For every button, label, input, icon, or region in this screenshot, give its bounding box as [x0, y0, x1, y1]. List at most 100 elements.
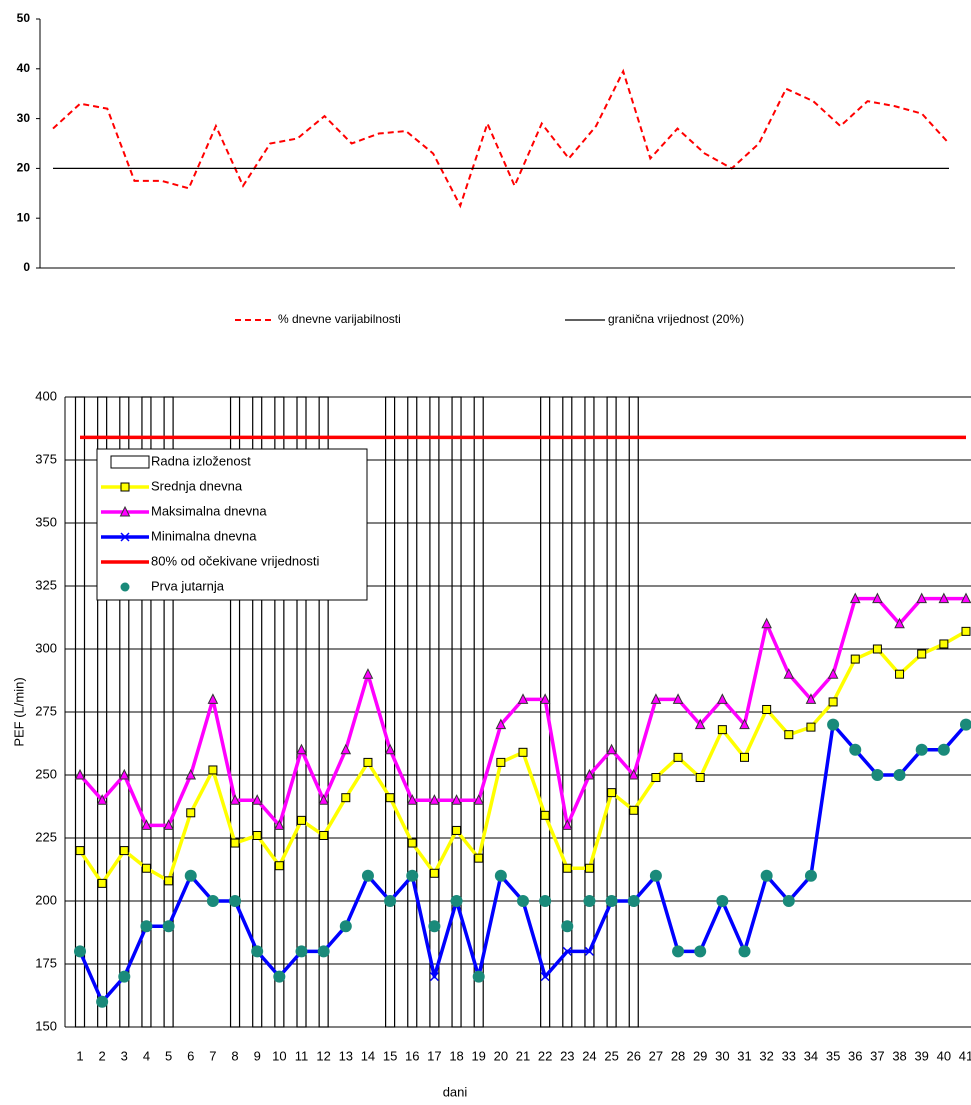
legend-marker [120, 582, 130, 592]
marker [317, 945, 330, 958]
x-tick-label: 24 [582, 1048, 596, 1063]
legend-label: Minimalna dnevna [151, 528, 257, 543]
marker [318, 794, 329, 805]
marker [605, 895, 618, 907]
x-tick-label: 18 [449, 1048, 463, 1063]
marker [428, 920, 441, 933]
marker [407, 838, 417, 848]
x-tick-label: 3 [121, 1048, 128, 1063]
y-tick-label: 0 [23, 260, 30, 274]
marker [140, 920, 153, 933]
marker [849, 592, 861, 604]
marker [429, 794, 440, 805]
marker [384, 743, 396, 755]
marker [539, 895, 552, 907]
x-tick-label: 4 [143, 1048, 150, 1063]
marker [274, 861, 284, 871]
y-tick-label: 275 [35, 703, 57, 718]
bar [274, 396, 285, 1028]
y-tick-label: 225 [35, 829, 57, 844]
marker [717, 725, 727, 735]
bar [584, 396, 595, 1028]
x-tick-label: 1 [76, 1048, 83, 1063]
marker [584, 946, 594, 956]
bar [385, 396, 396, 1028]
marker [562, 946, 572, 956]
bar [540, 396, 551, 1028]
marker [119, 846, 129, 856]
marker [740, 752, 749, 762]
bar [429, 396, 440, 1028]
marker [206, 895, 219, 907]
bar [252, 396, 263, 1028]
marker [673, 752, 683, 762]
marker [804, 869, 817, 882]
marker [473, 794, 485, 805]
marker [429, 972, 439, 982]
legend-label: granična vrijednost (20%) [608, 312, 744, 326]
x-tick-label: 40 [937, 1048, 951, 1063]
marker [872, 644, 882, 654]
marker [584, 768, 595, 780]
marker [186, 808, 196, 818]
marker [74, 768, 86, 780]
marker [452, 825, 462, 835]
marker [406, 794, 418, 805]
y-tick-label: 30 [17, 111, 31, 125]
marker [695, 773, 705, 783]
marker [828, 697, 838, 707]
x-tick-label: 5 [165, 1048, 172, 1063]
bar [562, 396, 573, 1028]
y-tick-label: 50 [17, 11, 31, 25]
marker [650, 693, 662, 704]
x-tick-label: 7 [209, 1048, 216, 1063]
marker [607, 788, 617, 798]
x-tick-label: 36 [848, 1048, 862, 1063]
marker [805, 693, 817, 704]
marker [561, 920, 574, 933]
x-tick-label: 9 [254, 1048, 261, 1063]
series-line [52, 68, 950, 209]
marker [474, 853, 484, 863]
bar [119, 396, 130, 1028]
bar [74, 396, 86, 1028]
legend-label: Radna izloženost [151, 453, 251, 468]
x-tick-label: 37 [870, 1048, 884, 1063]
marker [850, 654, 860, 664]
marker [651, 773, 661, 783]
y-tick-label: 250 [35, 766, 57, 781]
y-tick-label: 400 [35, 388, 57, 403]
x-tick-label: 33 [782, 1048, 796, 1063]
marker [273, 970, 286, 983]
marker [163, 819, 174, 830]
x-tick-label: 29 [693, 1048, 707, 1063]
legend-label: Prva jutarnja [151, 578, 225, 593]
marker [363, 757, 373, 767]
x-tick-label: 19 [471, 1048, 485, 1063]
marker [297, 815, 306, 825]
marker [694, 945, 707, 958]
marker [229, 895, 242, 907]
legend-marker [119, 505, 131, 517]
y-tick-label: 375 [35, 451, 57, 466]
marker [185, 768, 197, 780]
marker [341, 793, 351, 803]
x-tick-label: 25 [604, 1048, 618, 1063]
x-tick-label: 23 [560, 1048, 574, 1063]
legend-box [96, 448, 368, 601]
y-tick-label: 175 [35, 955, 57, 970]
x-tick-label: 15 [383, 1048, 397, 1063]
marker [895, 669, 905, 679]
x-axis-title: dani [443, 1084, 468, 1099]
marker [562, 863, 572, 873]
x-tick-label: 10 [272, 1048, 286, 1063]
x-tick-label: 2 [99, 1048, 106, 1063]
x-tick-label: 20 [494, 1048, 508, 1063]
marker [252, 830, 262, 840]
x-tick-label: 17 [427, 1048, 441, 1063]
marker [540, 972, 550, 982]
x-tick-label: 35 [826, 1048, 840, 1063]
x-tick-label: 31 [737, 1048, 751, 1063]
marker [539, 693, 551, 704]
